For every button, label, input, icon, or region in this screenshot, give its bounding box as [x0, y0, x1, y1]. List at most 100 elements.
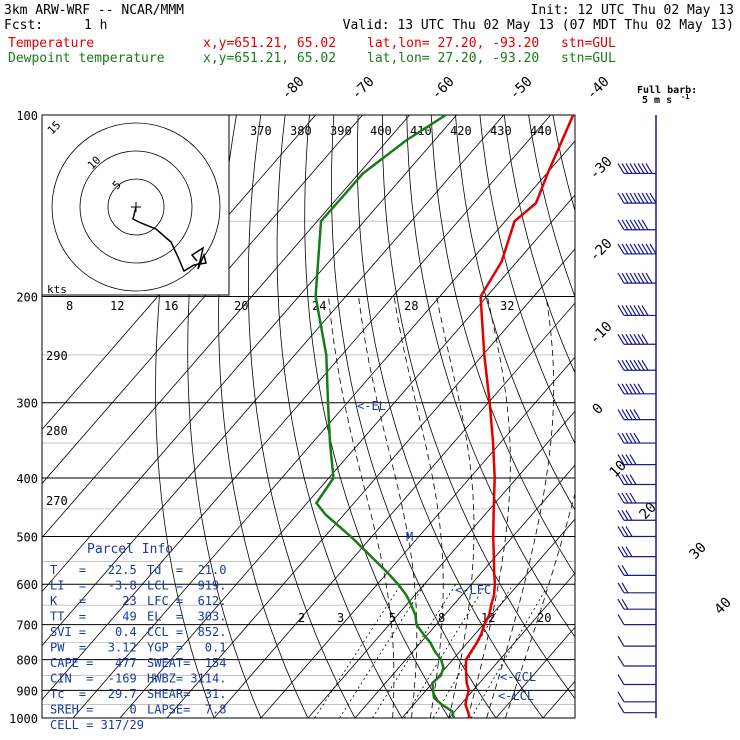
- model-title: 3km ARW-WRF -- NCAR/MMM: [4, 3, 185, 18]
- barb-legend-value: 5 m s: [642, 95, 672, 106]
- wind-barb: [617, 635, 656, 647]
- hodograph-units-label: kts: [47, 283, 67, 296]
- pressure-tick-label: 300: [16, 397, 38, 411]
- mixing-ratio-line: [404, 583, 487, 718]
- dry-adiabat: [552, 115, 575, 213]
- forecast-hour: 1 h: [84, 18, 108, 33]
- isotherm: [42, 115, 551, 701]
- mixing-ratio-label: 2: [298, 611, 305, 625]
- parcel-info-left: LI = -3.8: [50, 579, 137, 593]
- pressure-tick-label: 700: [16, 619, 38, 633]
- pressure-tick-label: 900: [16, 684, 38, 698]
- parcel-info-title: Parcel Info: [87, 542, 173, 557]
- dewpoint-legend-station: stn=GUL: [561, 51, 616, 66]
- moist-adiabat-label: 32: [500, 299, 514, 313]
- isotherm: [42, 115, 410, 539]
- isotherm-label: -20: [587, 236, 616, 265]
- isotherm: [213, 302, 575, 718]
- pressure-tick-label: 200: [16, 291, 38, 305]
- hodograph-trace: [132, 206, 207, 273]
- moist-adiabat: [436, 296, 475, 718]
- dewpoint-legend-xy: x,y=651.21, 65.02: [203, 51, 337, 66]
- wind-barb: [617, 383, 656, 395]
- isotherm: [637, 115, 740, 718]
- isotherm: [42, 115, 457, 593]
- dry-adiabat: [276, 115, 403, 718]
- isotherm-label: -40: [584, 74, 613, 103]
- dry-adiabat: [406, 115, 575, 638]
- isotherm-label: 0: [590, 401, 607, 418]
- isotherm: [448, 572, 575, 718]
- dry-adiabat-label: 430: [490, 124, 512, 138]
- wind-barb: [617, 702, 656, 714]
- parcel-info-right: EL = 303.: [147, 610, 226, 624]
- dry-adiabat: [675, 115, 740, 718]
- temperature-legend-latlon: lat,lon= 27.20, -93.20: [367, 36, 540, 51]
- wind-barb: [617, 565, 656, 576]
- temperature-legend-label: Temperature: [8, 36, 95, 51]
- wind-barb: [617, 192, 657, 204]
- moist-adiabat-label: 8: [66, 299, 73, 313]
- isotherm-label: 30: [687, 540, 710, 563]
- dry-adiabat-label: 400: [370, 124, 392, 138]
- parcel-info-left: K = 23: [50, 594, 137, 608]
- plot-frame: [41, 114, 576, 719]
- pressure-tick-label: 500: [16, 530, 38, 544]
- barb-legend-title: Full barb:: [637, 85, 697, 96]
- mixing-ratio-line: [314, 583, 402, 718]
- parcel-info-right: LCL = 919.: [147, 579, 226, 593]
- el-marker: <-EL: [357, 399, 386, 413]
- wind-barb: [617, 655, 656, 667]
- isotherm: [401, 518, 575, 718]
- moist-adiabat: [505, 492, 575, 718]
- isotherm-label: -70: [349, 74, 378, 103]
- pressure-tick-label: 600: [16, 578, 38, 592]
- wind-barb: [617, 691, 656, 703]
- mixing-ratio-line: [372, 583, 457, 718]
- pressure-tick-label: 1000: [9, 712, 38, 726]
- isotherm: [260, 356, 575, 718]
- dry-adiabat-label: 440: [530, 124, 552, 138]
- moist-adiabat-label: 16: [164, 299, 178, 313]
- dry-adiabat-label: 390: [330, 124, 352, 138]
- parcel-info-right: SWEAT= 154: [147, 656, 226, 670]
- isotherm-label: -30: [587, 154, 616, 183]
- parcel-info-left: SVI = 0.4: [50, 625, 137, 639]
- wind-barb: [617, 409, 656, 421]
- dry-adiabat: [430, 115, 575, 575]
- isotherm: [166, 248, 575, 718]
- hodograph-ring: [107, 178, 165, 236]
- parcel-info-right: SHEAR= 31.: [147, 687, 226, 701]
- temperature-legend-station: stn=GUL: [561, 36, 616, 51]
- wind-barb: [617, 598, 656, 610]
- dry-adiabat-label: 370: [250, 124, 272, 138]
- dry-adiabat: [304, 115, 450, 718]
- dry-adiabat: [626, 115, 740, 718]
- dry-adiabat-label: 380: [290, 124, 312, 138]
- wind-barb: [617, 432, 656, 444]
- isotherm: [42, 115, 504, 647]
- dewpoint-trace: [314, 113, 455, 719]
- wind-barb: [617, 305, 656, 317]
- dewpoint-legend-latlon: lat,lon= 27.20, -93.20: [367, 51, 540, 66]
- mixed-layer-marker: M: [406, 530, 413, 544]
- parcel-info-right: LFC = 612.: [147, 594, 226, 608]
- isotherm-label: -10: [587, 319, 616, 348]
- isotherm: [354, 464, 575, 718]
- dry-adiabat: [248, 115, 356, 718]
- dry-adiabat: [455, 115, 575, 511]
- isotherm: [542, 680, 575, 718]
- moist-adiabat: [358, 296, 418, 718]
- mixing-ratio-line: [432, 583, 514, 718]
- isotherm-label: -80: [279, 74, 308, 103]
- mixing-ratio-line: [339, 583, 425, 718]
- lfc-marker: <-LFC: [455, 583, 491, 597]
- parcel-info-right: LAPSE= 7.8: [147, 703, 226, 717]
- mixing-ratio-label: 8: [438, 611, 445, 625]
- temperature-legend-xy: x,y=651.21, 65.02: [203, 36, 337, 51]
- isotherm: [42, 115, 363, 485]
- hodograph-ring: [51, 122, 221, 292]
- isotherm: [307, 410, 575, 718]
- dry-adiabat: [479, 115, 575, 445]
- moist-adiabat: [393, 296, 444, 718]
